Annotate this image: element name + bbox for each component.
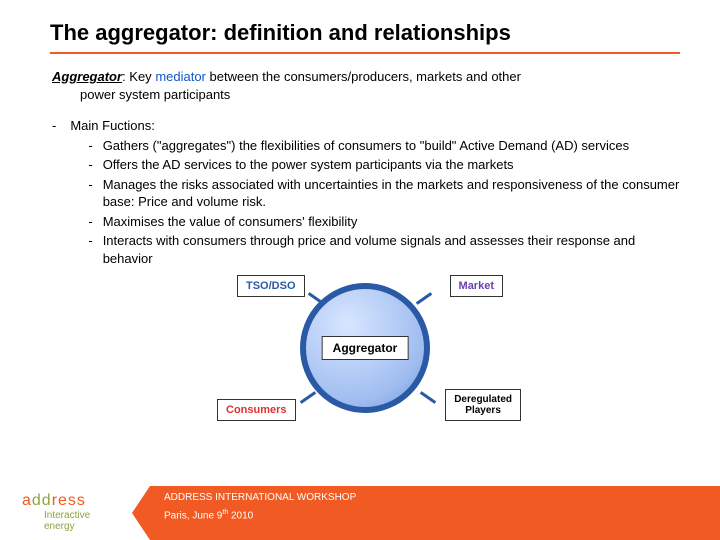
brand-logo: address Interactive energy	[0, 486, 150, 540]
bullet-dash: -	[52, 117, 56, 267]
aggregator-diagram: Aggregator TSO/DSO Market Consumers Dere…	[215, 273, 515, 423]
brand-part: ress	[52, 492, 86, 509]
footer-date: Paris, June 9th 2010	[164, 509, 720, 521]
function-item: -Interacts with consumers through price …	[88, 232, 680, 267]
node-consumers: Consumers	[217, 399, 296, 421]
defn-mediator: mediator	[155, 69, 206, 84]
definition-paragraph: Aggregator: Key mediator between the con…	[50, 68, 680, 103]
connector	[420, 392, 436, 405]
tagline: energy	[44, 521, 75, 532]
term-aggregator: Aggregator	[52, 69, 122, 84]
defn-rest1: between the consumers/producers, markets…	[206, 69, 521, 84]
function-item: -Offers the AD services to the power sys…	[88, 156, 680, 174]
node-aggregator: Aggregator	[322, 336, 409, 360]
footer-bar: ADDRESS INTERNATIONAL WORKSHOP Paris, Ju…	[150, 486, 720, 540]
functions-heading: Main Fuctions:	[70, 117, 680, 135]
defn-rest2: power system participants	[52, 86, 680, 104]
tagline: Interactive	[44, 510, 90, 521]
functions-block: - Main Fuctions: -Gathers ("aggregates")…	[50, 117, 680, 267]
node-tsodso: TSO/DSO	[237, 275, 305, 297]
function-item: -Gathers ("aggregates") the flexibilitie…	[88, 137, 680, 155]
function-item: -Maximises the value of consumers' flexi…	[88, 213, 680, 231]
connector	[416, 293, 432, 306]
node-deregulated: DeregulatedPlayers	[445, 389, 521, 421]
brand-part: a	[22, 492, 32, 509]
brand-part: dd	[32, 492, 52, 509]
connector	[300, 392, 316, 405]
node-market: Market	[450, 275, 503, 297]
slide-title: The aggregator: definition and relations…	[50, 20, 680, 54]
function-item: -Manages the risks associated with uncer…	[88, 176, 680, 211]
footer-workshop: ADDRESS INTERNATIONAL WORKSHOP	[164, 492, 720, 503]
slide-footer: address Interactive energy ADDRESS INTER…	[0, 486, 720, 540]
defn-lead: : Key	[122, 69, 155, 84]
